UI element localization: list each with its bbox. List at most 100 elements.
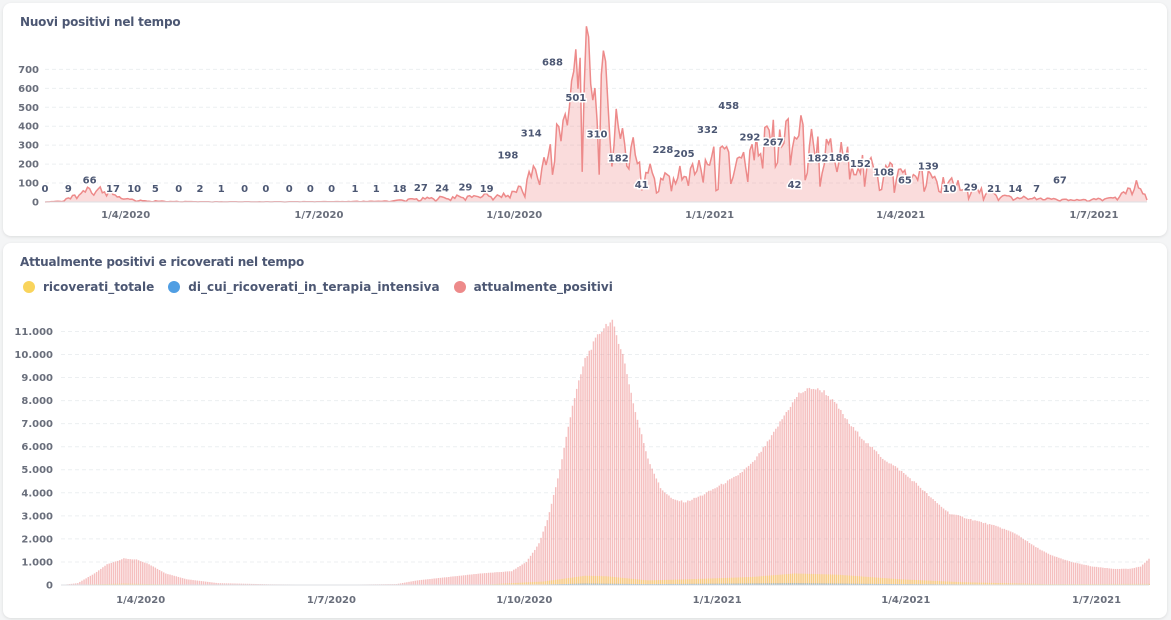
- bar-attualmente-positivi: [737, 475, 739, 585]
- bar-ricoverati-totale: [936, 581, 938, 585]
- bar-attualmente-positivi: [183, 578, 186, 585]
- bar-ricoverati-totale: [812, 573, 815, 585]
- bar-attualmente-positivi: [152, 566, 154, 585]
- bar-attualmente-positivi: [91, 574, 94, 585]
- bar-attualmente-positivi: [915, 482, 918, 585]
- bar-attualmente-positivi: [622, 353, 624, 585]
- bar-attualmente-positivi: [435, 578, 437, 585]
- bar-attualmente-positivi: [410, 581, 412, 585]
- bar-ricoverati-totale: [789, 573, 792, 585]
- chart1-title[interactable]: Nuovi positivi nel tempo: [20, 15, 181, 29]
- bar-terapia-intensiva: [846, 583, 848, 585]
- bar-attualmente-positivi: [213, 582, 215, 585]
- bar-ricoverati-totale: [871, 577, 874, 585]
- bar-ricoverati-totale: [890, 578, 892, 585]
- bar-ricoverati-totale: [907, 579, 909, 585]
- bar-terapia-intensiva: [814, 583, 817, 585]
- bar-attualmente-positivi: [1125, 568, 1127, 585]
- bar-ricoverati-totale: [636, 579, 639, 585]
- bar-ricoverati-totale: [978, 582, 980, 585]
- chart2-ytick-label: 10.000: [14, 350, 53, 361]
- bar-terapia-intensiva: [729, 583, 731, 585]
- bar-terapia-intensiva: [735, 583, 737, 585]
- bar-terapia-intensiva: [601, 583, 603, 585]
- bar-ricoverati-totale: [796, 573, 798, 585]
- bar-terapia-intensiva: [619, 583, 622, 585]
- bar-attualmente-positivi: [1068, 561, 1071, 585]
- bar-attualmente-positivi: [934, 501, 936, 585]
- bar-ricoverati-totale: [1135, 583, 1138, 585]
- legend-label-terapia-intensiva: di_cui_ricoverati_in_terapia_intensiva: [188, 280, 440, 294]
- bar-ricoverati-totale: [680, 579, 683, 585]
- bar-ricoverati-totale: [112, 583, 115, 585]
- bar-ricoverati-totale: [896, 579, 899, 585]
- bar-ricoverati-totale: [892, 578, 894, 585]
- bar-attualmente-positivi: [573, 398, 576, 585]
- legend-item-terapia-intensiva[interactable]: di_cui_ricoverati_in_terapia_intensiva: [168, 280, 440, 294]
- legend-item-ricoverati-totale[interactable]: ricoverati_totale: [23, 280, 154, 294]
- bar-attualmente-positivi: [555, 487, 557, 585]
- bar-ricoverati-totale: [965, 582, 968, 585]
- bar-ricoverati-totale: [942, 581, 945, 585]
- bar-ricoverati-totale: [542, 581, 544, 585]
- bar-attualmente-positivi: [93, 573, 96, 585]
- bar-ricoverati-totale: [976, 582, 978, 585]
- bar-ricoverati-totale: [659, 580, 662, 585]
- bar-attualmente-positivi: [722, 484, 725, 585]
- bar-ricoverati-totale: [858, 576, 861, 585]
- bar-attualmente-positivi: [219, 583, 222, 585]
- bar-ricoverati-totale: [634, 579, 637, 585]
- bar-ricoverati-totale: [754, 576, 756, 585]
- chart1-data-label: 182: [807, 154, 828, 165]
- bar-terapia-intensiva: [634, 583, 637, 585]
- bar-attualmente-positivi: [483, 573, 486, 585]
- bar-attualmente-positivi: [1030, 544, 1033, 585]
- bar-terapia-intensiva: [825, 583, 827, 585]
- bar-terapia-intensiva: [802, 583, 804, 585]
- bar-ricoverati-totale: [552, 580, 555, 585]
- bar-attualmente-positivi: [936, 503, 938, 585]
- chart2-svg[interactable]: 0 1.000 2.000 3.000 4.000 5.000 6.000 7.000 8.00…: [3, 243, 1167, 618]
- bar-ricoverati-totale: [515, 582, 517, 585]
- bar-ricoverati-totale: [1097, 583, 1100, 585]
- bar-attualmente-positivi: [754, 460, 756, 585]
- bar-attualmente-positivi: [791, 402, 794, 585]
- bar-ricoverati-totale: [106, 583, 108, 585]
- bar-attualmente-positivi: [932, 499, 934, 585]
- bar-attualmente-positivi: [515, 568, 517, 585]
- bar-ricoverati-totale: [854, 576, 857, 585]
- bar-attualmente-positivi: [209, 582, 211, 585]
- bar-attualmente-positivi: [871, 446, 874, 585]
- bar-attualmente-positivi: [110, 562, 113, 585]
- chart1-data-label: 29: [458, 183, 472, 194]
- chart2-title[interactable]: Attualmente positivi e ricoverati nel te…: [20, 255, 305, 269]
- bar-terapia-intensiva: [672, 583, 674, 585]
- bar-terapia-intensiva: [718, 583, 720, 585]
- bar-ricoverati-totale: [915, 580, 918, 585]
- bar-terapia-intensiva: [722, 583, 725, 585]
- bar-attualmente-positivi: [1085, 565, 1087, 585]
- bar-ricoverati-totale: [921, 580, 924, 585]
- bar-attualmente-positivi: [785, 411, 788, 585]
- bar-attualmente-positivi: [1139, 566, 1142, 585]
- bar-attualmente-positivi: [1081, 564, 1083, 585]
- bar-ricoverati-totale: [687, 579, 689, 585]
- bar-ricoverati-totale: [546, 580, 549, 585]
- bar-ricoverati-totale: [504, 583, 507, 585]
- bar-ricoverati-totale: [668, 579, 670, 585]
- bar-attualmente-positivi: [414, 580, 417, 585]
- bar-terapia-intensiva: [842, 583, 844, 585]
- bar-attualmente-positivi: [890, 463, 892, 585]
- bar-ricoverati-totale: [949, 581, 951, 585]
- chart1-data-label: 0: [262, 184, 269, 195]
- bar-attualmente-positivi: [1018, 535, 1020, 585]
- bar-ricoverati-totale: [898, 579, 901, 585]
- bar-attualmente-positivi: [609, 322, 611, 585]
- bar-attualmente-positivi: [720, 483, 723, 585]
- bar-attualmente-positivi: [919, 487, 922, 585]
- bar-attualmente-positivi: [988, 524, 991, 585]
- bar-ricoverati-totale: [1009, 583, 1012, 585]
- legend-item-attualmente-positivi[interactable]: attualmente_positivi: [453, 280, 613, 294]
- bar-ricoverati-totale: [804, 573, 806, 585]
